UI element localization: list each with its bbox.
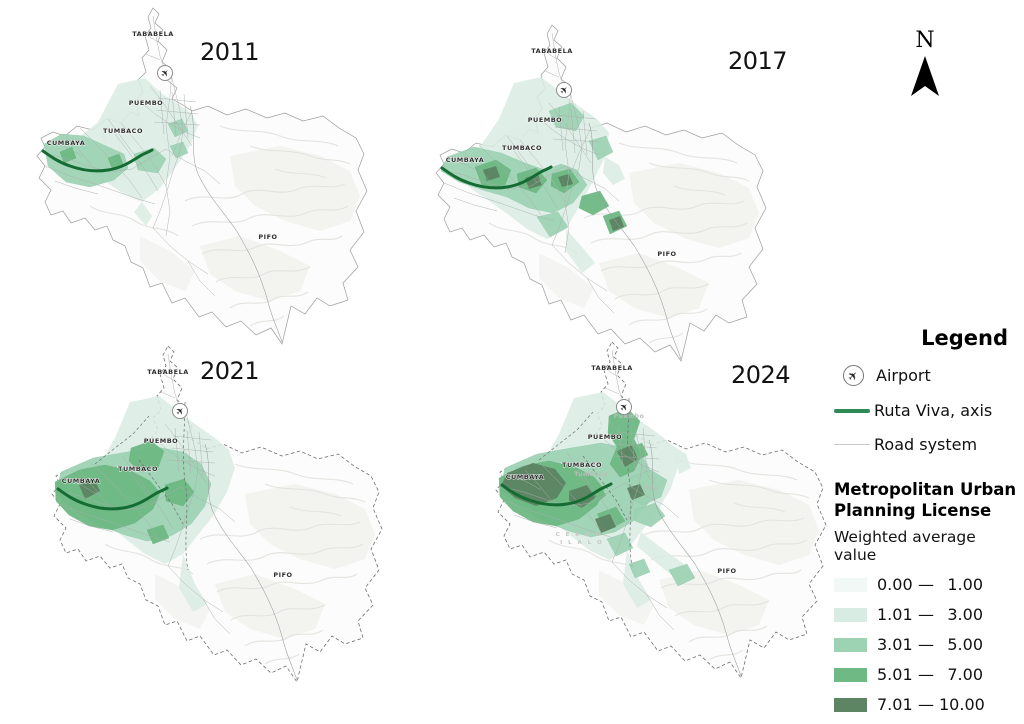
basemap-labels: Puembo Tumbaco Pifo C E R R O I L A L O — [556, 413, 658, 546]
basemap-label-cerro-2: I L A L O — [560, 540, 604, 546]
legend-item-ruta-viva: Ruta Viva, axis — [834, 401, 1022, 420]
year-label-2024: 2024 — [731, 361, 791, 389]
road-line-icon — [834, 444, 870, 445]
legend-item-label: Ruta Viva, axis — [874, 401, 993, 420]
basemap-label-puembo: Puembo — [614, 413, 644, 420]
basemap-label-cerro-1: C E R R O — [556, 532, 603, 538]
legend-class-row: 3.01—5.00 — [834, 635, 1022, 654]
class-swatch-4 — [834, 667, 867, 682]
legend-item-road-system: Road system — [834, 435, 1022, 454]
ruta-viva-line-icon — [834, 408, 870, 413]
class-swatch-1 — [834, 577, 867, 592]
legend-title: Legend — [921, 326, 1008, 350]
legend-subtitle: Weighted average value — [834, 528, 976, 565]
green-overlay-2017 — [440, 77, 628, 273]
basemap-label-pifo: Pifo — [643, 485, 658, 492]
north-arrow: N — [901, 30, 949, 98]
year-label-2011: 2011 — [200, 38, 260, 66]
year-label-2021: 2021 — [200, 357, 260, 385]
map-2011 — [20, 6, 400, 366]
legend-panel: Legend ✈ Airport Ruta Viva, axis Road sy… — [834, 326, 1022, 714]
legend-item-airport: ✈ Airport — [834, 365, 1022, 386]
class-swatch-5 — [834, 697, 867, 712]
legend-class-row: 7.01—10.00 — [834, 695, 1022, 714]
class-swatch-3 — [834, 637, 867, 652]
license-title: Metropolitan Urban Planning License — [834, 480, 1017, 520]
north-label: N — [915, 28, 935, 53]
airport-icon: ✈ — [843, 365, 864, 386]
legend-class-row: 0.00—1.00 — [834, 575, 1022, 594]
north-arrow-icon — [911, 56, 939, 96]
basemap-label-tumbaco: Tumbaco — [574, 471, 607, 478]
airport-glyph: ✈ — [844, 366, 863, 385]
legend-item-label: Airport — [876, 366, 931, 385]
map-2024: Puembo Tumbaco Pifo C E R R O I L A L O — [479, 340, 859, 700]
map-2021 — [35, 344, 415, 704]
class-swatch-2 — [834, 607, 867, 622]
legend-class-row: 1.01—3.00 — [834, 605, 1022, 624]
legend-item-label: Road system — [874, 435, 978, 454]
year-label-2017: 2017 — [728, 47, 788, 75]
legend-class-row: 5.01—7.00 — [834, 665, 1022, 684]
map-2017 — [419, 23, 799, 383]
